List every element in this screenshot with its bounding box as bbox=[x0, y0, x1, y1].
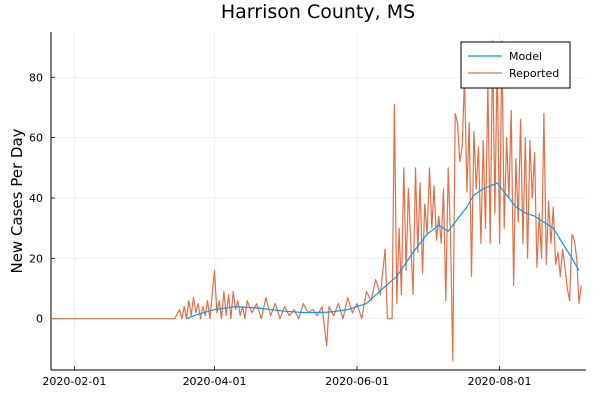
x-ticks: 2020-02-01 2020-04-01 2020-06-01 2020-08-01 bbox=[42, 366, 532, 388]
y-axis-label: New Cases Per Day bbox=[8, 128, 26, 273]
legend-label-model: Model bbox=[509, 50, 542, 63]
legend: Model Reported bbox=[460, 41, 571, 89]
x-tick-label: 2020-04-01 bbox=[183, 375, 247, 388]
series-line-reported bbox=[51, 40, 582, 362]
series-line-model bbox=[186, 182, 580, 320]
legend-label-reported: Reported bbox=[509, 67, 559, 80]
y-tick-label: 0 bbox=[36, 313, 43, 326]
axes bbox=[50, 32, 586, 371]
series-lines bbox=[51, 40, 582, 362]
y-tick-label: 20 bbox=[29, 252, 43, 265]
y-ticks: 0 20 40 60 80 bbox=[29, 71, 55, 326]
x-tick-label: 2020-02-01 bbox=[42, 375, 106, 388]
chart-title: Harrison County, MS bbox=[221, 1, 415, 23]
x-tick-label: 2020-08-01 bbox=[468, 375, 532, 388]
x-tick-label: 2020-06-01 bbox=[325, 375, 389, 388]
y-tick-label: 40 bbox=[29, 192, 43, 205]
y-tick-label: 80 bbox=[29, 71, 43, 84]
y-tick-label: 60 bbox=[29, 132, 43, 145]
legend-box bbox=[460, 41, 571, 89]
